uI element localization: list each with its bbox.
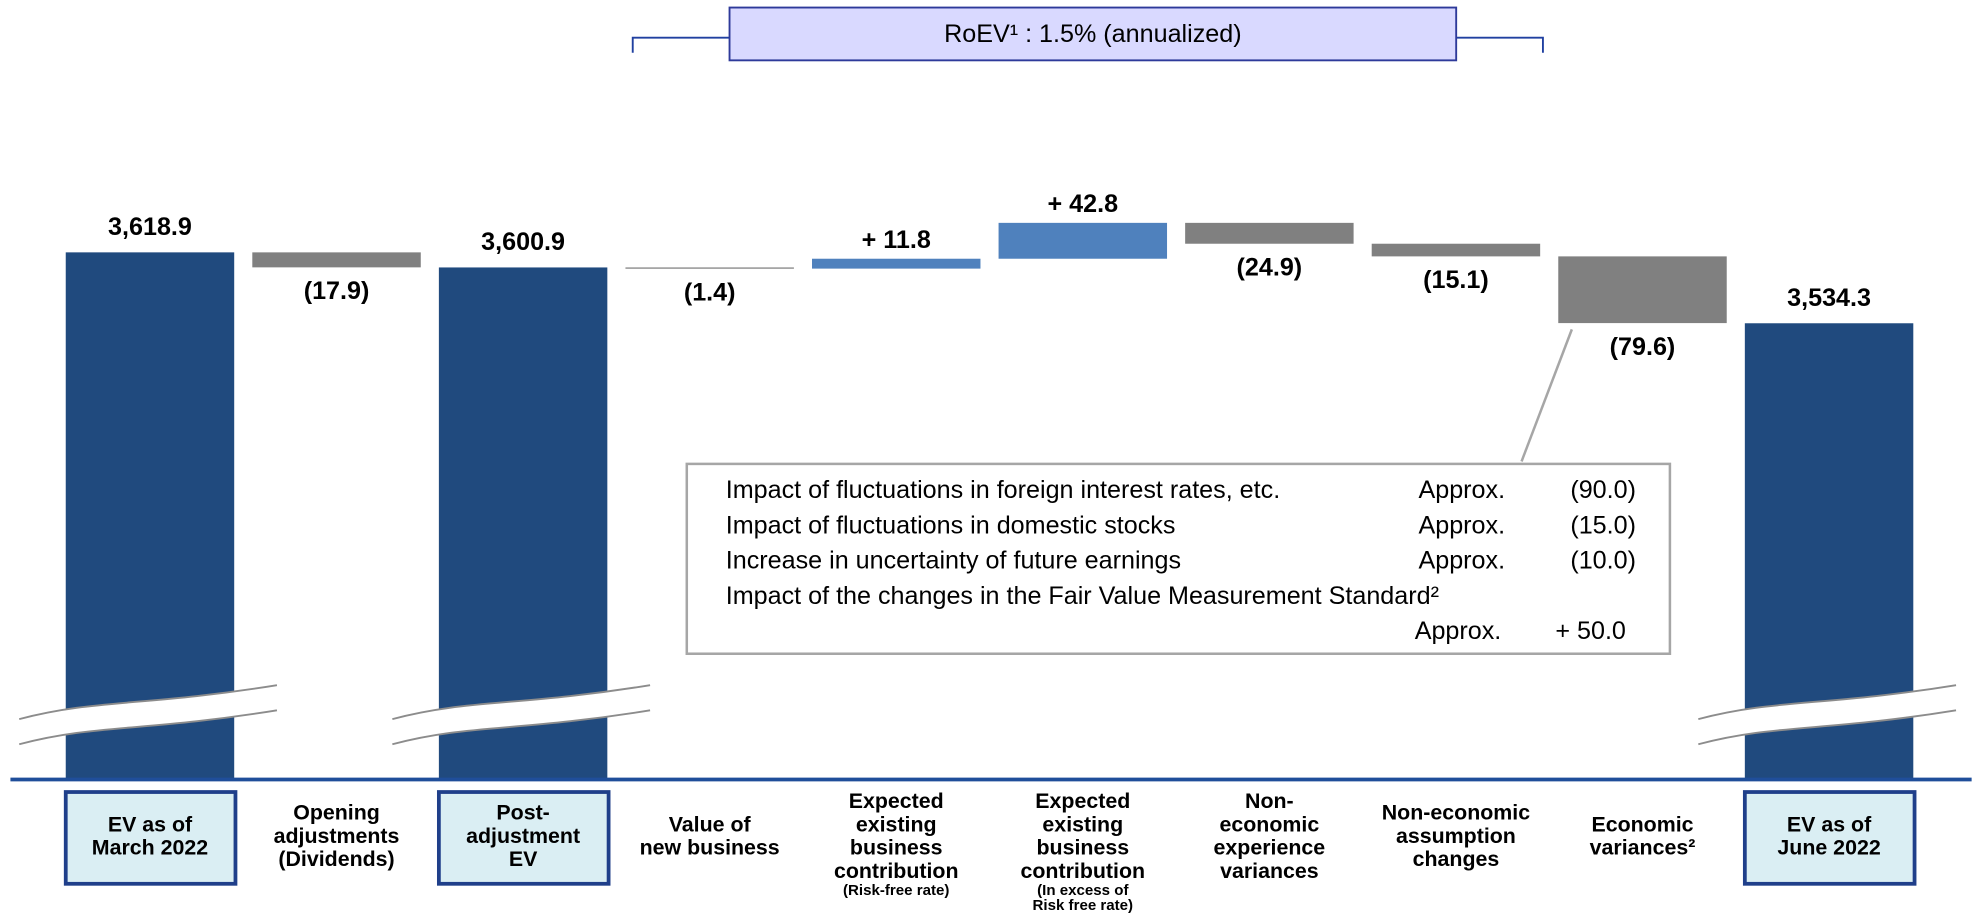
category-label: contribution [834, 859, 959, 883]
category-box [1742, 790, 1917, 886]
category-label: Non-economic [1382, 801, 1530, 825]
callout-label: Increase in uncertainty of future earnin… [726, 547, 1181, 575]
category-label: economic [1220, 812, 1320, 836]
category-label: EV [509, 847, 538, 871]
callout-connector [1520, 328, 1574, 462]
category-label: March 2022 [92, 836, 208, 860]
category-label: existing [856, 812, 937, 836]
category-label: adjustment [466, 824, 580, 848]
bar [1185, 222, 1354, 244]
break-band [19, 685, 277, 745]
bar [812, 258, 981, 269]
callout-label: Impact of the changes in the Fair Value … [726, 582, 1439, 610]
category-label: Economic [1591, 812, 1693, 836]
category-label: Value of [669, 812, 752, 836]
bar [65, 252, 235, 780]
category-label: variances [1220, 859, 1319, 883]
value-label: 3,600.9 [481, 228, 565, 256]
callout-box [685, 462, 1672, 655]
category-label: experience [1214, 836, 1326, 860]
bar [1371, 243, 1541, 257]
category-label: (Dividends) [278, 847, 394, 871]
value-label: 3,618.9 [108, 213, 192, 241]
roev-bracket [631, 36, 1544, 53]
category-label: Non- [1245, 789, 1294, 813]
callout-amount: (90.0) [1570, 476, 1636, 504]
callout-amount: (10.0) [1570, 547, 1636, 575]
value-label: (24.9) [1237, 254, 1303, 282]
category-label: Expected [849, 789, 944, 813]
category-note: (In excess of [1037, 882, 1129, 899]
break-band [392, 685, 651, 745]
callout-label: Impact of fluctuations in domestic stock… [726, 511, 1176, 539]
value-label: + 42.8 [1048, 190, 1119, 218]
break-line [1698, 684, 1957, 721]
category-label: Post- [496, 801, 549, 825]
callout-qualifier: Approx. [1418, 547, 1505, 575]
value-label: 3,534.3 [1787, 284, 1871, 312]
bar [998, 222, 1168, 259]
category-box [436, 790, 611, 886]
category-label: contribution [1021, 859, 1146, 883]
category-label: EV as of [108, 812, 193, 836]
category-label: new business [640, 836, 780, 860]
axis-breaks [18, 684, 1957, 746]
callout-label: Impact of fluctuations in foreign intere… [726, 476, 1280, 504]
value-label: (79.6) [1610, 333, 1676, 361]
category-box [63, 790, 238, 886]
category-label: changes [1413, 847, 1500, 871]
break-line [1698, 709, 1957, 746]
category-note: Risk free rate) [1033, 897, 1134, 914]
break-band [1698, 685, 1957, 745]
callout-qualifier: Approx. [1418, 511, 1505, 539]
break-line [392, 684, 651, 721]
break-line [392, 709, 651, 746]
category-label: assumption [1396, 824, 1516, 848]
category-label: variances² [1590, 836, 1696, 860]
value-label: + 11.8 [862, 226, 931, 254]
category-label: business [850, 836, 943, 860]
callout-amount: (15.0) [1570, 511, 1636, 539]
value-label: (17.9) [304, 277, 370, 305]
category-label: adjustments [274, 824, 400, 848]
break-line [18, 709, 278, 746]
roev-box [728, 6, 1458, 62]
callout-amount: + 50.0 [1555, 617, 1626, 645]
value-label: (1.4) [684, 278, 736, 306]
category-label: EV as of [1787, 812, 1872, 836]
value-label: (15.1) [1423, 266, 1489, 294]
break-line [18, 684, 278, 721]
category-label: Opening [293, 801, 380, 825]
category-label: business [1037, 836, 1130, 860]
category-note: (Risk-free rate) [843, 882, 949, 899]
callout-qualifier: Approx. [1415, 617, 1502, 645]
category-label: June 2022 [1777, 836, 1880, 860]
category-label: existing [1042, 812, 1123, 836]
category-label: Expected [1035, 789, 1130, 813]
bar [252, 252, 421, 268]
bar [1558, 256, 1727, 324]
roev-annotation: RoEV¹ : 1.5% (annualized) [944, 20, 1241, 48]
bar [625, 267, 794, 269]
callout-qualifier: Approx. [1418, 476, 1505, 504]
